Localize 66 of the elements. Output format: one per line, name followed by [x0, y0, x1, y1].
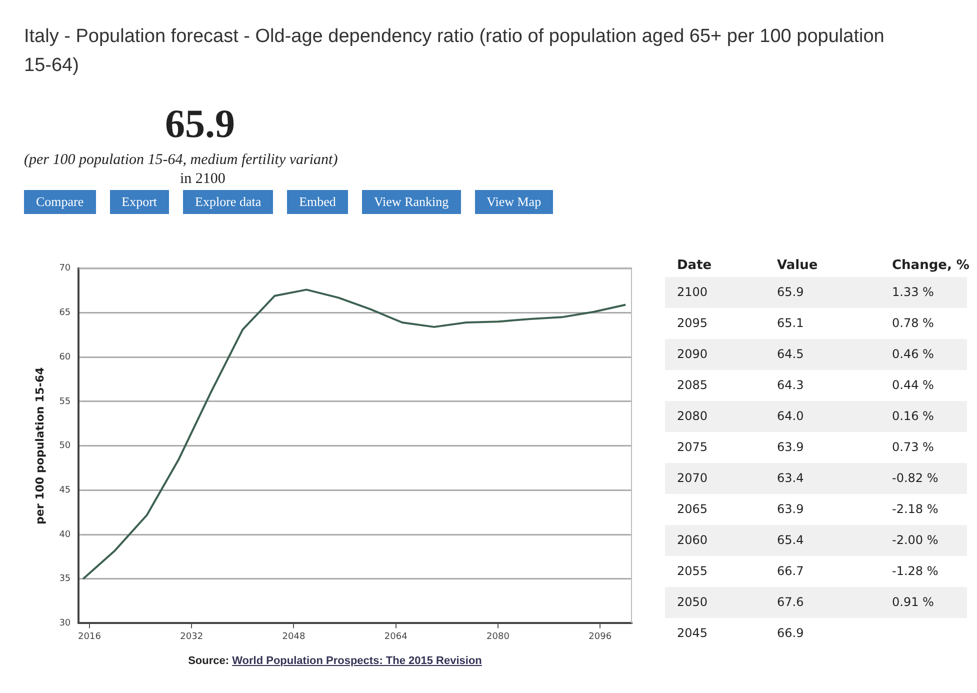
- y-tick-label: 35: [59, 574, 71, 584]
- y-axis-title: per 100 population 15-64: [33, 366, 46, 524]
- text: 2055: [677, 564, 708, 578]
- text: 64.5: [777, 347, 804, 361]
- text: Explore data: [183, 190, 274, 214]
- text: -0.82 %: [892, 471, 938, 485]
- text: in 2100: [180, 171, 226, 188]
- text: 0.78 %: [892, 316, 934, 330]
- text: 2050: [677, 595, 708, 609]
- source-note: Source:: [188, 655, 230, 667]
- y-tick-label: 70: [59, 264, 71, 274]
- text: Export: [110, 190, 170, 214]
- text: 0.16 %: [892, 409, 934, 423]
- text: Compare: [24, 190, 96, 214]
- y-tick-label: 60: [59, 352, 71, 362]
- y-tick-label: 40: [59, 530, 71, 540]
- x-tick-label: 2016: [78, 632, 102, 642]
- text: 0.44 %: [892, 378, 934, 392]
- text: 0.46 %: [892, 347, 934, 361]
- y-tick-label: 65: [59, 308, 71, 318]
- x-tick-label: 2032: [180, 632, 204, 642]
- chart-title: Italy - Population forecast - Old-age dependency ratio (ratio of population aged 65+ per 100 population 15-64): [24, 25, 886, 78]
- text: 2045: [677, 626, 708, 640]
- text: 65.1: [777, 316, 804, 330]
- text: 2085: [677, 378, 708, 392]
- text: 2065: [677, 502, 708, 516]
- x-tick-label: 2064: [384, 632, 408, 642]
- text: 66.9: [777, 626, 804, 640]
- text: 2090: [677, 347, 708, 361]
- text: World Population Prospects: The 2015 Revision: [232, 655, 482, 667]
- text: 65.9: [777, 285, 804, 299]
- x-tick-label: 2048: [282, 632, 306, 642]
- text: 63.9: [777, 502, 804, 516]
- text: Embed: [287, 190, 348, 214]
- text: 2075: [677, 440, 708, 454]
- x-tick-label: 2080: [486, 632, 510, 642]
- text: View Ranking: [362, 190, 461, 214]
- text: Date: [677, 258, 712, 273]
- text: 65.4: [777, 533, 804, 547]
- text: 2060: [677, 533, 708, 547]
- text: 66.7: [777, 564, 804, 578]
- text: 67.6: [777, 595, 804, 609]
- text: 63.4: [777, 471, 804, 485]
- text: Value: [777, 258, 818, 273]
- y-tick-label: 45: [59, 485, 71, 496]
- y-tick-label: 50: [59, 441, 71, 452]
- text: 1.33 %: [892, 285, 934, 299]
- text: 64.0: [777, 409, 804, 423]
- text: Change, %: [892, 258, 970, 273]
- text: 65.9: [165, 100, 235, 147]
- text: 0.91 %: [892, 595, 934, 609]
- text: -2.18 %: [892, 502, 938, 516]
- y-tick-label: 55: [59, 396, 71, 407]
- text: 2080: [677, 409, 708, 423]
- text: 63.9: [777, 440, 804, 454]
- text: 2095: [677, 316, 708, 330]
- text: -1.28 %: [892, 564, 938, 578]
- text: 64.3: [777, 378, 804, 392]
- text: View Map: [474, 190, 554, 214]
- text: 0.73 %: [892, 440, 934, 454]
- text: (per 100 population 15-64, medium fertility variant): [24, 152, 338, 169]
- x-tick-label: 2096: [588, 632, 612, 642]
- text: -2.00 %: [892, 533, 938, 547]
- y-tick-label: 30: [59, 618, 71, 629]
- text: 2100: [677, 285, 708, 299]
- text: 2070: [677, 471, 708, 485]
